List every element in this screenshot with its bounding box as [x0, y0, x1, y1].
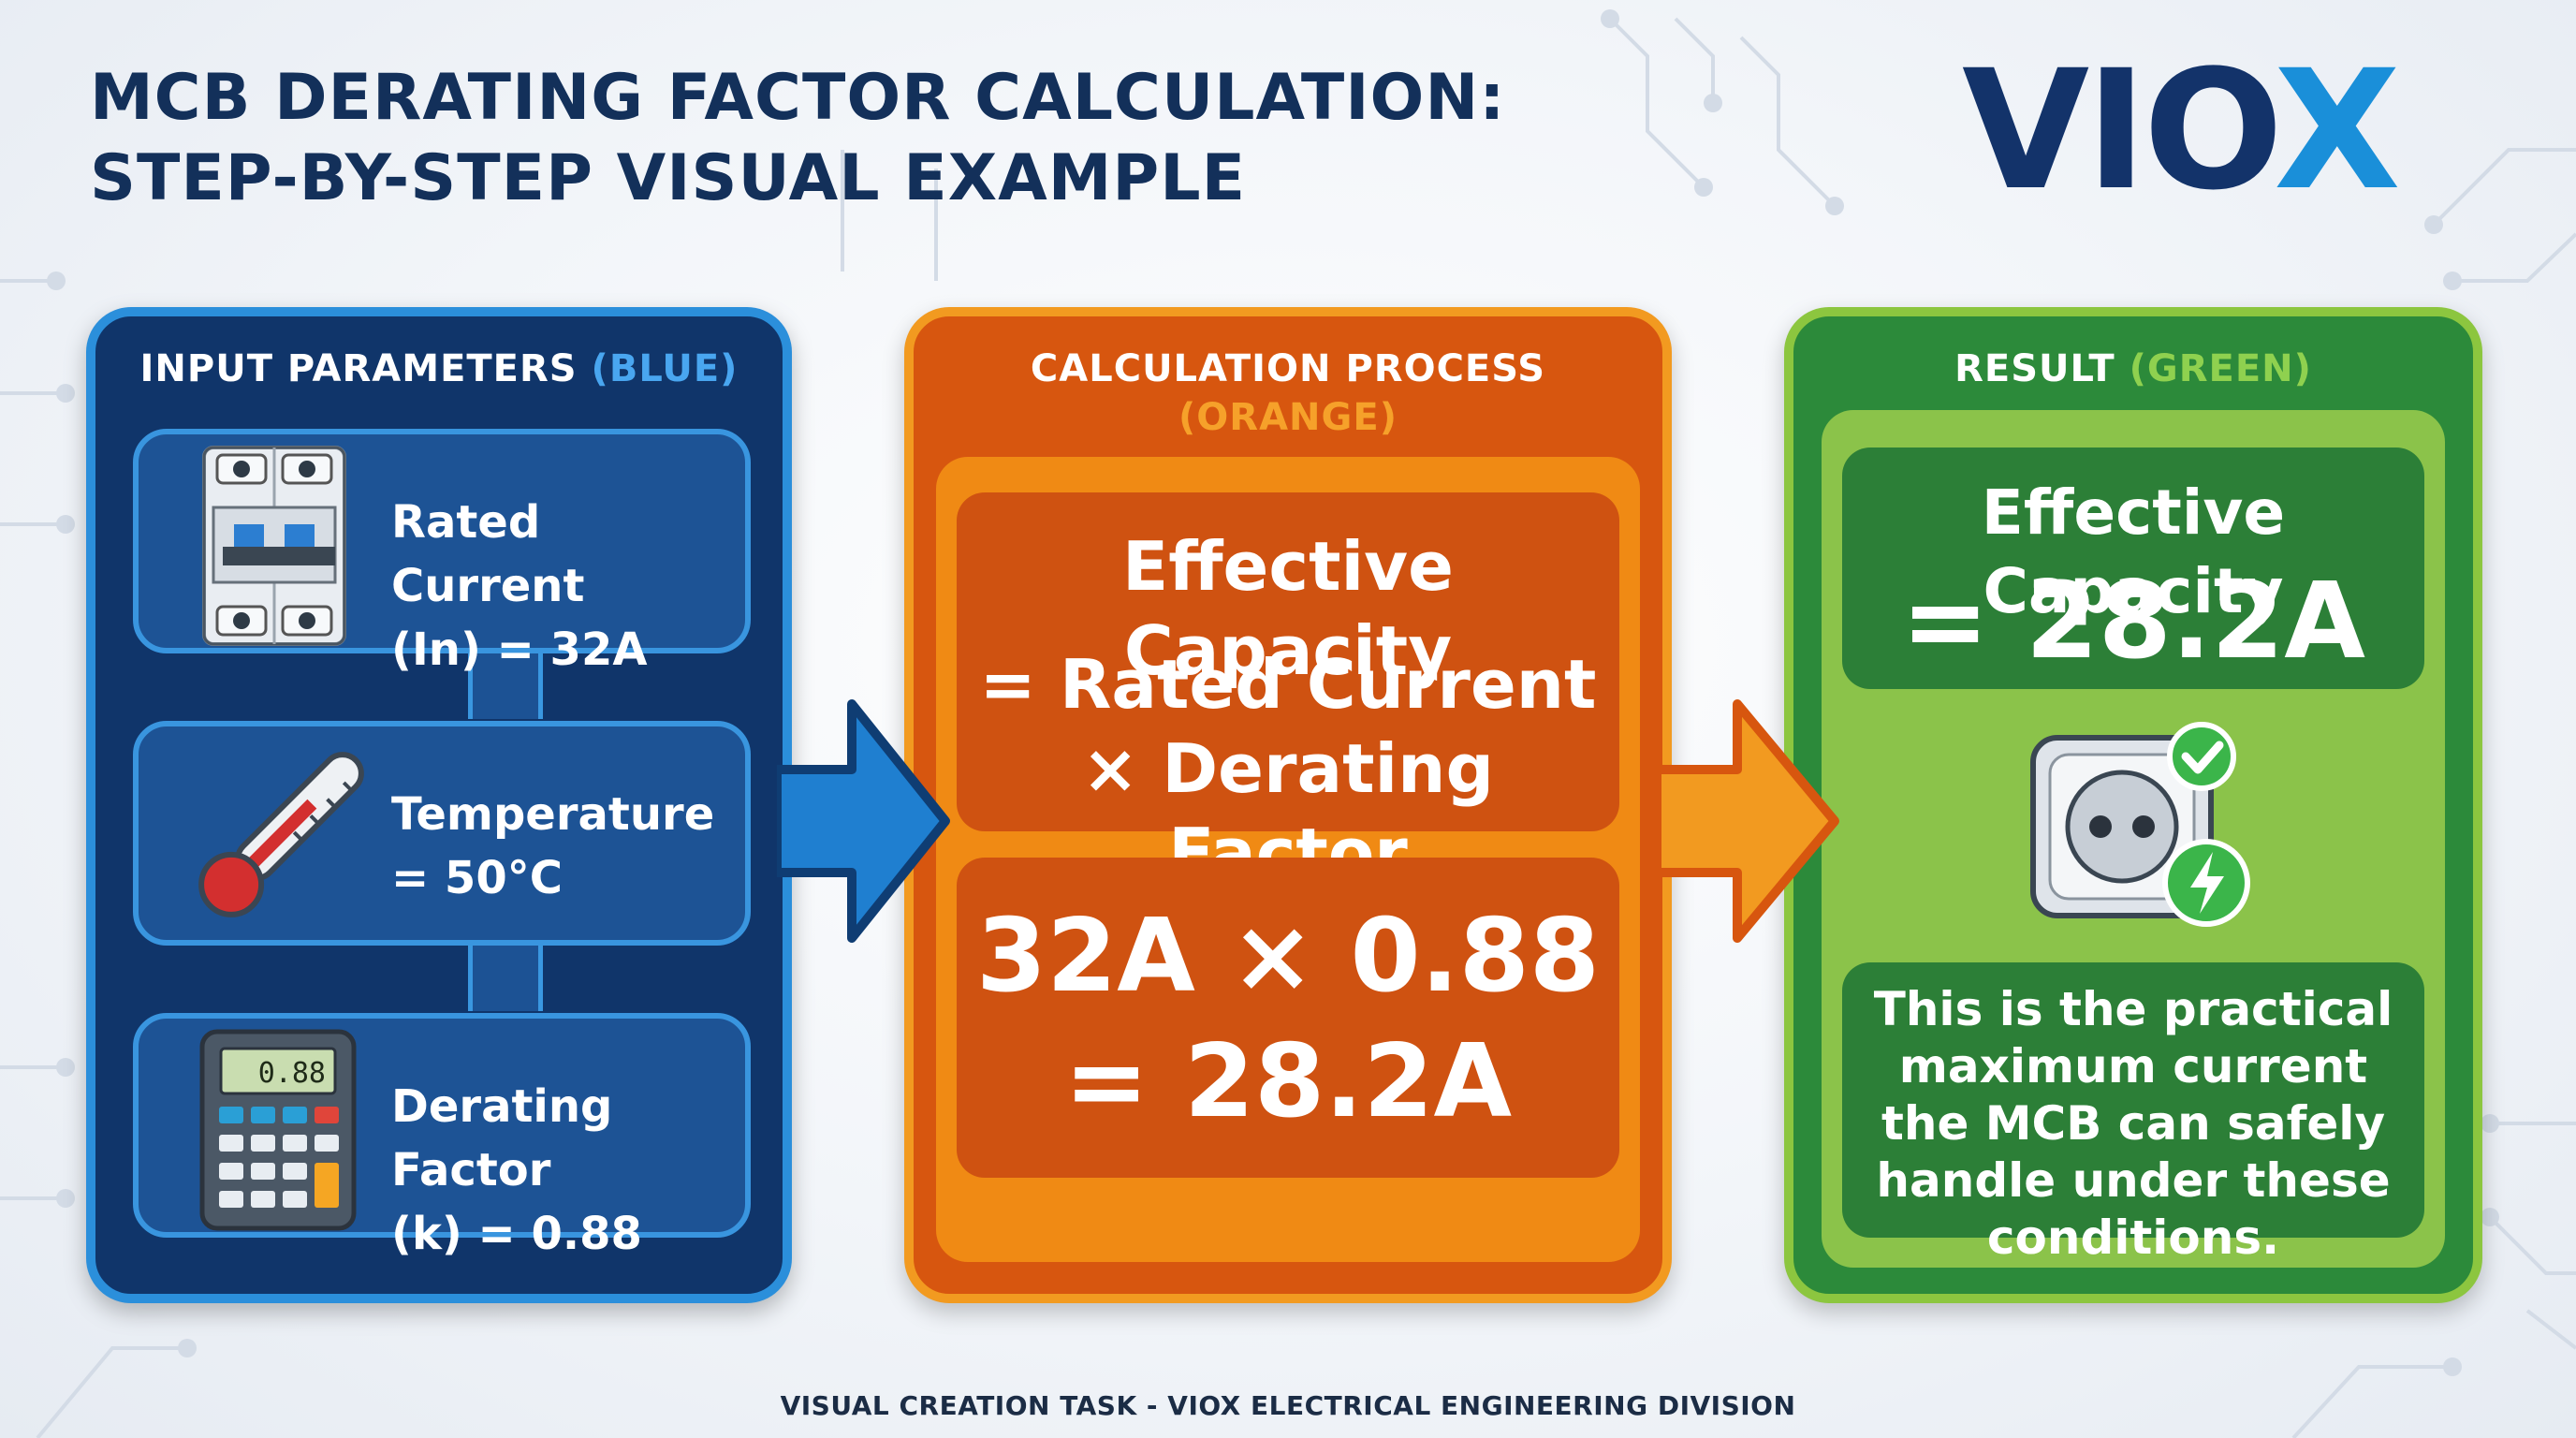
result-value: = 28.2A: [1901, 561, 2365, 682]
calculation-process-panel: CALCULATION PROCESS (ORANGE) Effective C…: [904, 307, 1672, 1303]
derating-factor-item: 0.88 Derating Factor (k) = 0.88: [133, 1013, 751, 1260]
calculation-line-1: 32A × 0.88: [975, 898, 1601, 1015]
formula-line-1: Effective Capacity: [1122, 527, 1454, 690]
temperature-label: Temperature: [391, 788, 715, 841]
calculation-line-2: = 28.2A: [1063, 1023, 1513, 1140]
rated-current-item: Rated Current (In) = 32A: [133, 429, 751, 676]
result-box: Effective Capacity = 28.2A: [1842, 448, 2424, 689]
result-note: This is the practical maximum current th…: [1873, 982, 2393, 1265]
title-line-2: STEP-BY-STEP VISUAL EXAMPLE: [90, 141, 1247, 215]
rated-current-label: Rated Current: [391, 496, 585, 612]
input-panel-title: INPUT PARAMETERS (BLUE): [139, 347, 739, 390]
formula-line-3: × Derating Factor: [1082, 729, 1494, 892]
derating-factor-label: Derating Factor: [391, 1080, 613, 1196]
power-socket-icon: [2030, 722, 2250, 927]
calc-panel-title: CALCULATION PROCESS (ORANGE): [1030, 347, 1546, 439]
calculator-display: 0.88: [258, 1057, 326, 1090]
result-panel-title: RESULT (GREEN): [1954, 347, 2312, 390]
page-title: MCB DERATING FACTOR CALCULATION: STEP-BY…: [90, 58, 1505, 219]
calculation-box: 32A × 0.88 = 28.2A: [957, 858, 1619, 1178]
result-panel: RESULT (GREEN) Effective Capacity = 28.2…: [1784, 307, 2482, 1303]
result-label: Effective Capacity: [1981, 477, 2286, 627]
formula-box: Effective Capacity = Rated Current × Der…: [957, 492, 1619, 892]
thermometer-icon: [198, 752, 364, 917]
formula-line-2: = Rated Current: [979, 645, 1597, 724]
check-icon: [2167, 722, 2236, 791]
title-line-1: MCB DERATING FACTOR CALCULATION:: [90, 61, 1506, 135]
connector: [468, 644, 543, 719]
arrow-right-icon: [777, 699, 950, 943]
viox-logo: VIOX: [1962, 35, 2401, 227]
temperature-item: Temperature = 50°C: [133, 721, 751, 946]
rated-current-value: (In) = 32A: [391, 624, 648, 676]
derating-factor-value: (k) = 0.88: [391, 1208, 642, 1260]
footer-caption: VISUAL CREATION TASK - VIOX ELECTRICAL E…: [780, 1390, 1796, 1421]
calculator-icon: 0.88: [199, 1029, 357, 1231]
connector: [468, 936, 543, 1011]
input-parameters-panel: INPUT PARAMETERS (BLUE) Rated Current (I…: [86, 307, 792, 1303]
result-note-box: This is the practical maximum current th…: [1842, 962, 2424, 1265]
arrow-right-icon: [1657, 699, 1839, 943]
circuit-breaker-icon: [202, 446, 346, 646]
temperature-value: = 50°C: [391, 852, 563, 904]
